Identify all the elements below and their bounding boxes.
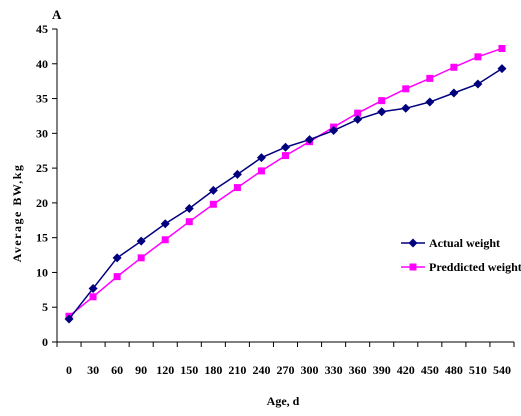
- x-tick-labels: 0 30 60 90 120 150 180 210 240 270 300 330 360 390 420…: [66, 363, 511, 377]
- data-point: [425, 97, 435, 107]
- data-point: [256, 153, 266, 163]
- axes: [52, 28, 515, 347]
- data-point: [354, 109, 362, 117]
- x-tick-label: 0: [66, 363, 72, 377]
- data-point: [184, 203, 194, 213]
- data-point: [329, 126, 339, 136]
- data-point: [233, 184, 241, 192]
- x-tick-label: 240: [252, 363, 270, 377]
- series-preddicted-weight: [65, 44, 506, 320]
- series-line: [68, 68, 503, 320]
- legend-entry: Preddicted weight: [401, 260, 521, 274]
- data-point: [160, 219, 170, 229]
- x-tick-label: 330: [325, 363, 343, 377]
- x-tick-label: 30: [87, 363, 99, 377]
- x-tick-label: 270: [277, 363, 295, 377]
- y-tick-label: 30: [36, 126, 48, 140]
- legend-marker: [408, 238, 418, 248]
- x-tick-label: 450: [421, 363, 439, 377]
- x-tick-label: 180: [204, 363, 222, 377]
- data-point: [136, 236, 146, 246]
- series-layer: [64, 44, 507, 324]
- data-point: [161, 236, 169, 244]
- data-point: [474, 53, 482, 61]
- legend-entry: Actual weight: [401, 236, 500, 250]
- y-tick-label: 25: [36, 161, 48, 175]
- data-point: [64, 314, 74, 324]
- data-point: [401, 103, 411, 113]
- x-tick-label: 390: [373, 363, 391, 377]
- data-point: [378, 97, 386, 105]
- x-tick-label: 90: [135, 363, 147, 377]
- data-point: [89, 293, 97, 301]
- data-point: [257, 167, 265, 175]
- y-axis-title: Average BW,kg: [10, 164, 24, 263]
- data-point: [209, 200, 217, 208]
- x-tick-label: 510: [469, 363, 487, 377]
- x-tick-label: 300: [301, 363, 319, 377]
- x-tick-label: 360: [349, 363, 367, 377]
- y-tick-label: 35: [36, 92, 48, 106]
- data-point: [137, 254, 145, 262]
- data-point: [208, 185, 218, 195]
- series-actual-weight: [64, 64, 507, 324]
- series-line: [68, 47, 503, 317]
- x-tick-label: 150: [180, 363, 198, 377]
- y-tick-label: 10: [36, 265, 48, 279]
- data-point: [426, 74, 434, 82]
- y-tick-label: 0: [42, 335, 48, 349]
- data-point: [112, 253, 122, 263]
- y-tick-label: 5: [42, 300, 48, 314]
- data-point: [305, 135, 315, 145]
- panel-label: A: [52, 7, 62, 22]
- x-tick-label: 120: [156, 363, 174, 377]
- y-tick-label: 15: [36, 231, 48, 245]
- legend: Actual weight Preddicted weight: [401, 236, 521, 274]
- data-point: [281, 142, 290, 152]
- data-point: [88, 283, 98, 293]
- y-tick-label: 20: [36, 196, 48, 210]
- data-point: [449, 88, 459, 98]
- data-point: [282, 152, 289, 160]
- legend-label: Actual weight: [429, 236, 500, 250]
- x-tick-label: 480: [445, 363, 463, 377]
- x-axis-title: Age, d: [267, 394, 300, 408]
- y-tick-labels: 0 5 10 15 20 25 30 35 40 45: [36, 22, 48, 349]
- data-point: [497, 64, 507, 74]
- data-point: [450, 63, 458, 71]
- data-point: [353, 114, 363, 124]
- data-point: [473, 79, 483, 89]
- x-tick-label: 60: [111, 363, 123, 377]
- legend-marker: [409, 263, 417, 271]
- y-tick-label: 45: [36, 22, 48, 36]
- legend-label: Preddicted weight: [429, 260, 521, 274]
- x-tick-label: 420: [397, 363, 415, 377]
- data-point: [185, 218, 193, 226]
- data-point: [113, 273, 121, 281]
- y-tick-label: 40: [36, 57, 48, 71]
- data-point: [377, 107, 387, 117]
- x-tick-label: 210: [228, 363, 246, 377]
- data-point: [232, 169, 242, 179]
- data-point: [498, 44, 506, 52]
- x-tick-label: 540: [493, 363, 511, 377]
- data-point: [402, 85, 410, 93]
